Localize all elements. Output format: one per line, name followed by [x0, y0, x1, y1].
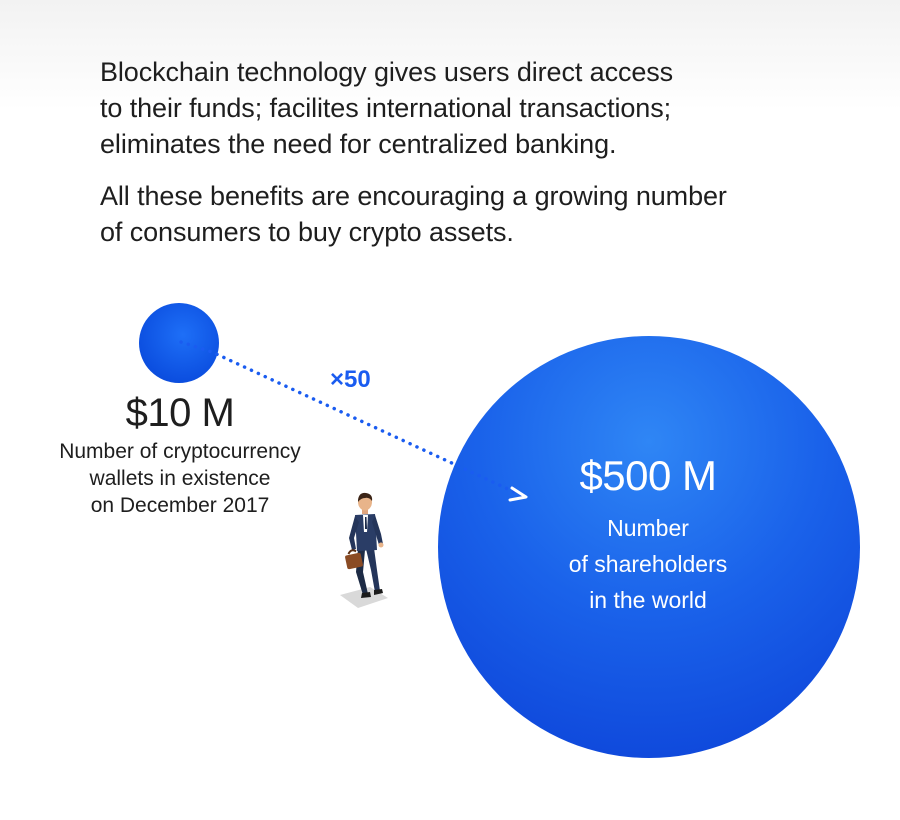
- shareholders-description: Number of shareholders in the world: [508, 510, 788, 618]
- intro-text: Blockchain technology gives users direct…: [100, 54, 880, 250]
- intro-paragraph-2: All these benefits are encouraging a gro…: [100, 178, 880, 250]
- description-line: in the world: [589, 587, 707, 613]
- intro-line: of consumers to buy crypto assets.: [100, 217, 514, 247]
- description-line: Number: [607, 515, 689, 541]
- arrow-head-icon: [508, 486, 528, 502]
- crypto-wallets-circle: [139, 303, 219, 383]
- shareholders-value: $500 M: [579, 452, 717, 499]
- intro-line: to their funds; facilites international …: [100, 93, 672, 123]
- businessman-with-briefcase-icon: [340, 492, 388, 608]
- description-line: on December 2017: [90, 494, 270, 517]
- intro-line: Blockchain technology gives users direct…: [100, 57, 674, 87]
- shareholders-circle: [438, 336, 860, 758]
- description-line: of shareholders: [568, 551, 728, 577]
- crypto-wallets-value: $10 M: [125, 391, 235, 435]
- intro-line: eliminates the need for centralized bank…: [100, 129, 617, 159]
- intro-paragraph-1: Blockchain technology gives users direct…: [100, 54, 880, 162]
- multiplier-label: ×50: [330, 366, 371, 393]
- crypto-wallets-description: Number of cryptocurrency wallets in exis…: [20, 438, 340, 519]
- intro-line: All these benefits are encouraging a gro…: [100, 181, 727, 211]
- description-line: Number of cryptocurrency: [59, 440, 301, 463]
- description-line: wallets in existence: [89, 467, 271, 490]
